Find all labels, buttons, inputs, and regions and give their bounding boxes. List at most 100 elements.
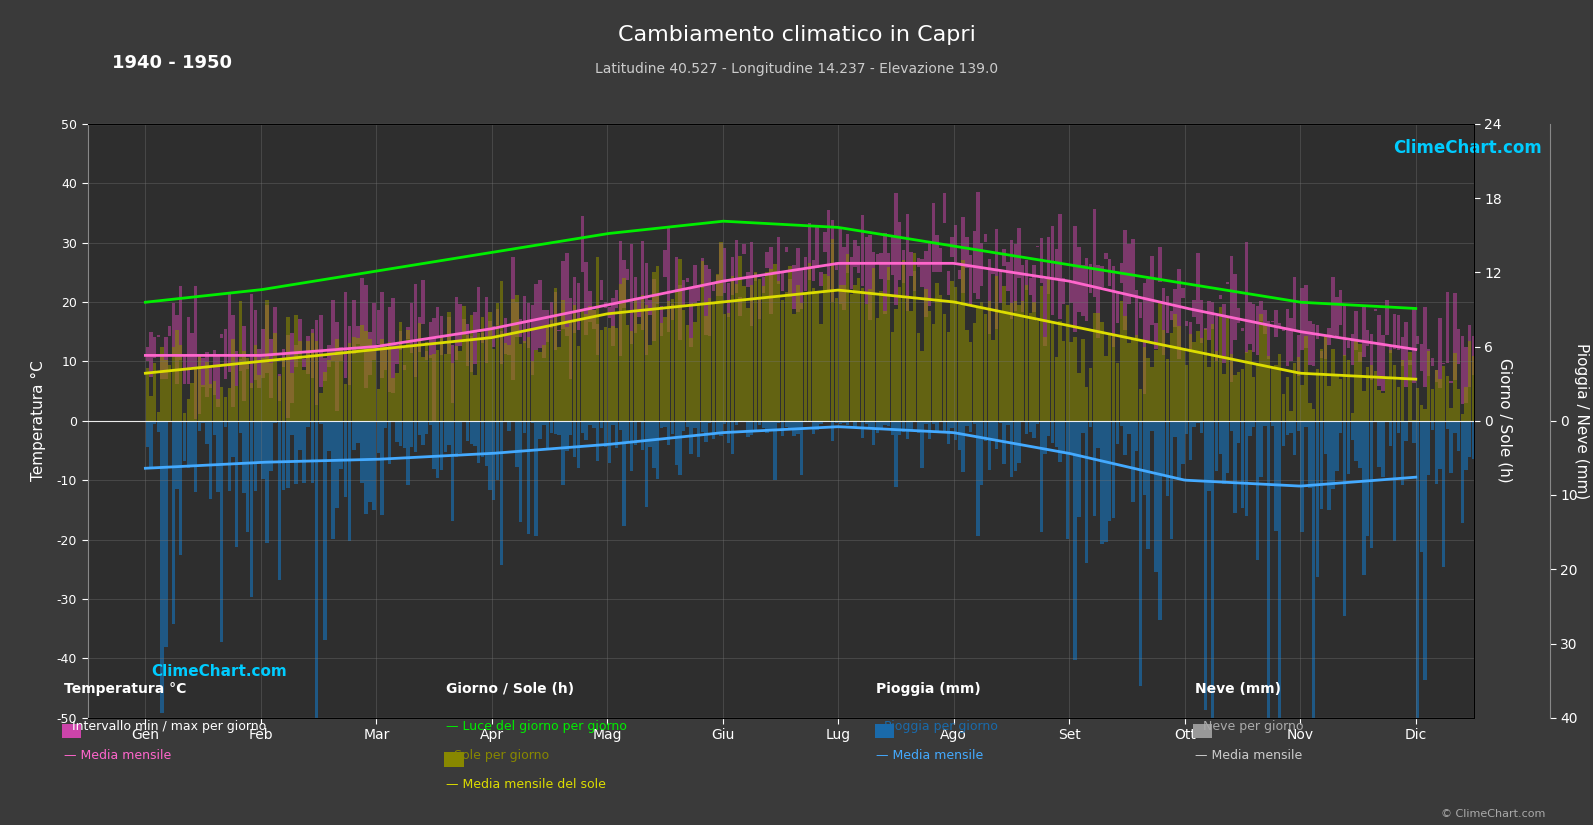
Bar	[1010, 421, 1013, 478]
Bar	[569, 323, 572, 421]
Bar	[1469, 341, 1472, 421]
Bar	[588, 306, 591, 421]
Bar	[1204, 328, 1207, 330]
Bar	[612, 421, 615, 425]
Bar	[916, 258, 921, 266]
Bar	[319, 314, 322, 387]
Bar	[1021, 266, 1024, 312]
Bar	[890, 421, 894, 435]
Bar	[1327, 421, 1330, 511]
Bar	[1063, 278, 1066, 304]
Bar	[1088, 264, 1093, 293]
Bar	[1316, 325, 1319, 339]
Bar	[465, 324, 470, 365]
Bar	[577, 346, 580, 421]
Bar	[637, 323, 640, 421]
Bar	[511, 257, 515, 380]
Bar	[626, 421, 629, 441]
Bar	[1211, 421, 1214, 719]
Bar	[905, 421, 910, 439]
Bar	[648, 421, 652, 446]
Bar	[1502, 421, 1505, 462]
Bar	[1066, 421, 1069, 539]
Bar	[1204, 328, 1207, 421]
Bar	[1161, 421, 1166, 474]
Bar	[347, 326, 352, 384]
Bar	[777, 421, 781, 422]
Bar	[789, 421, 792, 427]
Bar	[663, 250, 667, 277]
Bar	[209, 384, 212, 421]
Bar	[212, 350, 217, 395]
Bar	[580, 421, 585, 432]
Bar	[811, 421, 816, 434]
Bar	[1077, 421, 1080, 517]
Bar	[1359, 352, 1362, 362]
Text: Cambiamento climatico in Capri: Cambiamento climatico in Capri	[618, 25, 975, 45]
Bar	[1193, 724, 1212, 738]
Bar	[946, 421, 949, 445]
Bar	[335, 322, 339, 411]
Bar	[295, 314, 298, 421]
Bar	[887, 252, 890, 280]
Bar	[663, 421, 667, 427]
Bar	[1109, 421, 1112, 521]
Bar	[315, 341, 319, 421]
Bar	[1069, 342, 1074, 421]
Bar	[1040, 285, 1043, 421]
Bar	[403, 365, 406, 370]
Bar	[429, 355, 432, 421]
Bar	[1174, 314, 1177, 421]
Bar	[1381, 421, 1384, 477]
Bar	[954, 224, 957, 262]
Bar	[943, 192, 946, 223]
Bar	[1392, 421, 1397, 541]
Bar	[508, 332, 511, 356]
Bar	[588, 290, 591, 322]
Bar	[988, 259, 991, 334]
Bar	[792, 314, 796, 421]
Bar	[951, 281, 954, 421]
Bar	[561, 261, 566, 328]
Bar	[478, 287, 481, 330]
Bar	[1043, 337, 1047, 421]
Bar	[913, 253, 916, 421]
Bar	[1063, 421, 1066, 454]
Bar	[629, 244, 634, 344]
Bar	[1074, 337, 1077, 421]
Bar	[194, 421, 198, 493]
Bar	[1007, 305, 1010, 421]
Bar	[209, 421, 212, 499]
Bar	[804, 293, 808, 421]
Bar	[285, 335, 290, 418]
Bar	[973, 231, 977, 293]
Bar	[1520, 329, 1523, 375]
Bar	[1354, 421, 1357, 461]
Bar	[1520, 356, 1523, 421]
Bar	[253, 421, 256, 491]
Bar	[843, 285, 846, 421]
Bar	[693, 265, 696, 304]
Bar	[373, 421, 376, 511]
Bar	[1351, 421, 1354, 440]
Bar	[508, 421, 511, 431]
Bar	[406, 421, 409, 484]
Bar	[709, 421, 712, 422]
Bar	[381, 421, 384, 516]
Bar	[804, 421, 808, 422]
Bar	[1294, 277, 1297, 331]
Bar	[156, 335, 159, 337]
Bar	[1446, 375, 1450, 421]
Text: — Media mensile: — Media mensile	[1195, 749, 1301, 762]
Bar	[368, 332, 373, 375]
Bar	[153, 421, 156, 424]
Bar	[1450, 408, 1453, 421]
Bar	[1408, 351, 1411, 421]
Bar	[876, 318, 879, 421]
Bar	[860, 421, 865, 437]
Bar	[640, 421, 645, 450]
Bar	[890, 236, 894, 275]
Bar	[932, 203, 935, 272]
Bar	[443, 421, 448, 452]
Bar	[1035, 321, 1039, 421]
